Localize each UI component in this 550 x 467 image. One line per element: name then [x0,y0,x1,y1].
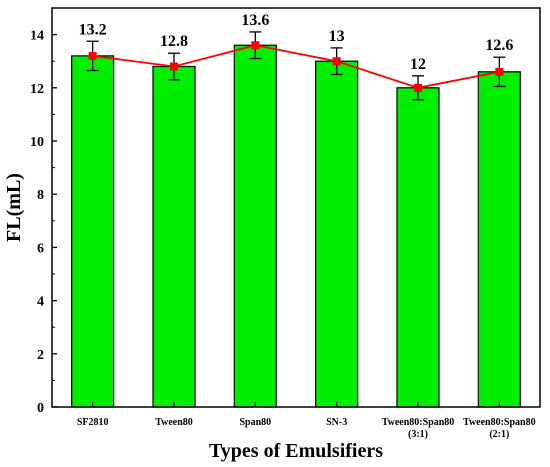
trend-line [92,44,500,89]
bar-4 [396,87,440,408]
marker-2 [251,41,260,50]
plot-frame [51,7,541,408]
marker-5 [495,67,504,76]
x-tick-label-2: Span80 [239,417,271,428]
trend-line-group [88,41,504,92]
marker-3 [332,57,341,66]
bar-3 [315,60,359,408]
y-tick-label-2: 2 [37,348,44,363]
x-tick-label-line: Tween80:Span80 [382,417,455,428]
x-tick-label-line: Tween80:Span80 [463,417,536,428]
bars-group [71,44,521,408]
bar-1 [152,65,196,408]
data-label-3: 13 [329,28,345,45]
y-tick-label-4: 4 [37,295,44,310]
data-label-2: 13.6 [241,12,269,29]
x-axis: SF2810 Tween80 Span80 SN-3 Tween80:Span80 (3:… [77,402,536,440]
x-tick-label-0: SF2810 [77,417,109,428]
data-label-4: 12 [410,56,426,73]
bar-2 [233,44,277,408]
x-tick-label-4: Tween80:Span80 (3:1) [382,417,455,440]
bar-0 [71,55,115,408]
y-tick-label-10: 10 [30,135,44,150]
x-tick-label-5: Tween80:Span80 (2:1) [463,417,536,440]
y-tick-label-0: 0 [37,401,44,416]
marker-0 [88,51,97,60]
x-tick-label-line: (2:1) [489,429,509,440]
y-tick-label-14: 14 [30,29,44,44]
marker-1 [170,62,178,71]
x-tick-label-line: Span80 [239,417,271,428]
data-labels-group: 13.2 12.8 13.6 13 12 12.6 [79,12,514,73]
y-tick-label-8: 8 [37,188,44,203]
data-label-1: 12.8 [160,33,188,50]
marker-4 [414,83,422,92]
x-tick-label-1: Tween80 [155,417,193,428]
error-bars-group [86,31,506,101]
y-tick-label-12: 12 [30,82,44,97]
y-axis-title: FL(mL) [3,173,25,242]
x-axis-title: Types of Emulsifiers [209,440,383,462]
x-tick-label-line: Tween80 [155,417,193,428]
y-axis: 0 2 4 6 8 10 12 14 [30,29,57,416]
x-tick-label-line: SN-3 [326,417,347,428]
x-tick-label-line: SF2810 [77,417,109,428]
x-tick-label-line: (3:1) [408,429,428,440]
y-tick-label-6: 6 [37,241,44,256]
data-label-5: 12.6 [485,37,513,54]
x-tick-label-3: SN-3 [326,417,347,428]
bar-5 [477,71,521,408]
data-label-0: 13.2 [79,21,107,38]
